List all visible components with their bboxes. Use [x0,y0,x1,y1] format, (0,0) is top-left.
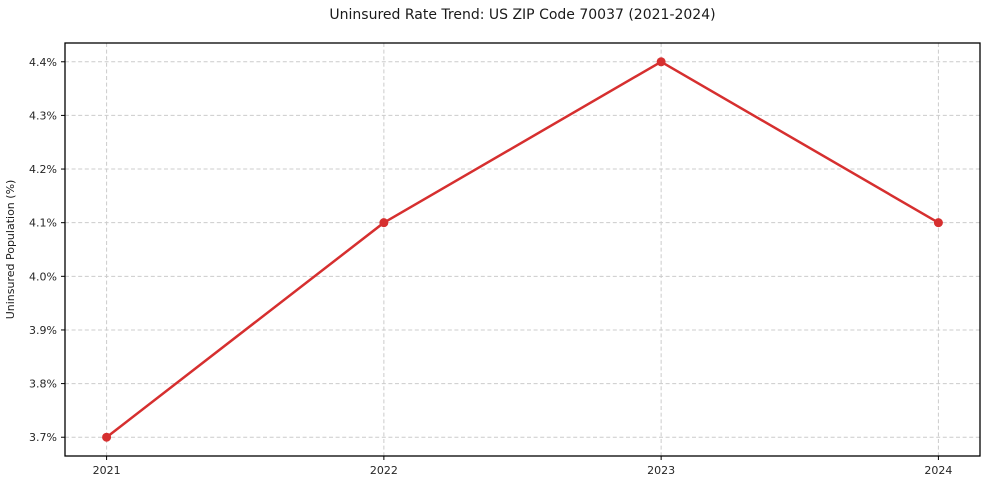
y-tick-label: 4.3% [29,109,57,122]
y-tick-label: 3.8% [29,378,57,391]
trend-line [105,60,940,439]
y-tick-label: 3.9% [29,324,57,337]
x-tick-label: 2022 [370,464,398,477]
y-axis-label: Uninsured Population (%) [4,180,17,320]
chart-title: Uninsured Rate Trend: US ZIP Code 70037 … [329,7,716,23]
data-point [102,432,112,442]
plot-border [64,42,981,457]
x-tick-label: 2023 [647,464,675,477]
data-point [933,218,943,228]
data-point [656,57,666,67]
y-tick-label: 4.1% [29,217,57,230]
data-point [379,218,389,228]
y-tick-label: 3.7% [29,431,57,444]
x-tick-label: 2024 [924,464,952,477]
y-tick-label: 4.0% [29,270,57,283]
y-tick-label: 4.2% [29,163,57,176]
y-tick-label: 4.4% [29,56,57,69]
x-tick-label: 2021 [93,464,121,477]
